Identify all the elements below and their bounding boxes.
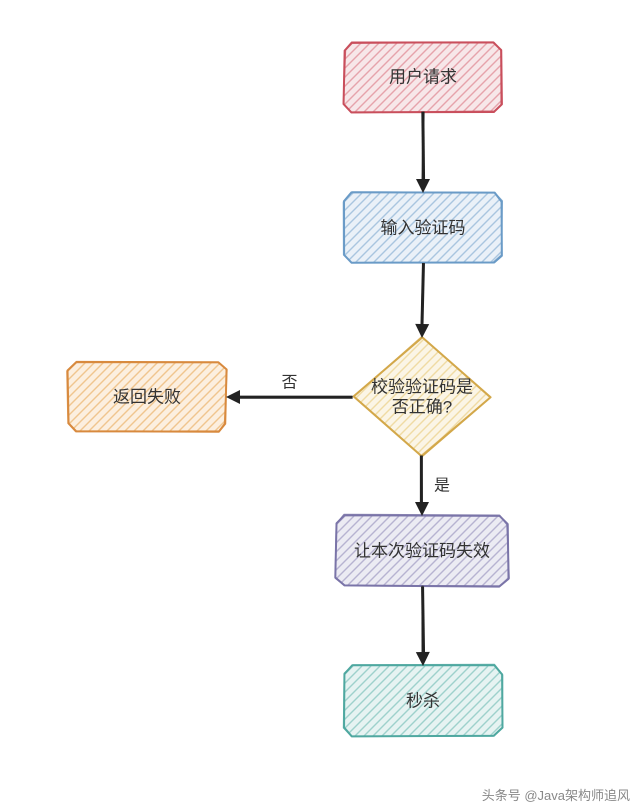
edge [416, 112, 430, 193]
edge-label: 是 [434, 478, 450, 495]
edge: 是 [415, 455, 450, 516]
node-n2: 输入验证码 [274, 192, 640, 263]
node-label: 用户请求 [389, 68, 457, 87]
node-label: 输入验证码 [381, 219, 466, 238]
node-label: 让本次验证码失效 [354, 542, 490, 561]
edge [415, 263, 429, 338]
node-label: 返回失败 [113, 388, 181, 407]
signature-text: 头条号 @Java架构师追风 [482, 785, 630, 804]
edge: 否 [226, 375, 353, 405]
edge-label: 否 [281, 375, 297, 392]
node-label: 秒杀 [406, 692, 440, 711]
node-n5: 让本次验证码失效 [266, 514, 640, 586]
edge [416, 586, 430, 666]
node-n6: 秒杀 [274, 664, 640, 736]
flowchart-canvas: 用户请求输入验证码校验验证码是否正确? 返回失败让本次验证码失效秒杀 否是 [0, 0, 640, 812]
node-n1: 用户请求 [274, 42, 640, 113]
node-label: 校验验证码是 [371, 378, 473, 397]
node-label: 否正确? [392, 398, 452, 417]
